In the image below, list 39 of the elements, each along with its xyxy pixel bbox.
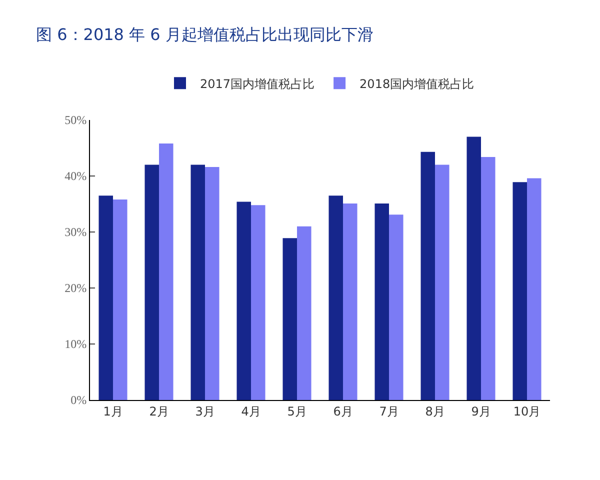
x-tick-label: 1月	[103, 404, 123, 418]
bar	[251, 205, 266, 400]
x-tick-label: 5月	[287, 404, 307, 418]
bar	[343, 203, 358, 400]
x-tick-label: 3月	[195, 404, 215, 418]
x-tick-label: 4月	[241, 404, 261, 418]
y-tick-label: 40%	[64, 169, 87, 184]
x-tick-label: 8月	[425, 404, 445, 418]
bar	[481, 156, 496, 400]
chart-title: 图 6：2018 年 6 月起增值税占比出现同比下滑	[36, 25, 374, 44]
bar	[205, 167, 220, 400]
bar	[389, 214, 404, 400]
bar	[466, 136, 481, 400]
bar	[98, 196, 113, 400]
x-tick-label: 2月	[149, 404, 169, 418]
x-tick-label: 9月	[471, 404, 491, 418]
x-tick-label: 6月	[333, 404, 353, 418]
x-tick-label: 7月	[379, 404, 399, 418]
y-tick-label: 10%	[64, 337, 87, 352]
bar	[512, 182, 527, 400]
bar	[527, 178, 542, 400]
bar	[113, 200, 128, 400]
y-tick-label: 20%	[64, 281, 87, 296]
bar	[297, 226, 312, 400]
bar	[236, 202, 251, 400]
y-tick-label: 50%	[64, 113, 87, 128]
bar	[435, 164, 450, 400]
bar	[282, 238, 297, 400]
bar	[190, 164, 205, 400]
y-tick-label: 30%	[64, 225, 87, 240]
bar	[328, 196, 343, 400]
bar	[374, 203, 389, 400]
bar	[144, 164, 159, 400]
y-tick-label: 0%	[70, 393, 87, 408]
bar	[159, 144, 174, 400]
bar	[420, 152, 435, 400]
legend-label: 2018国内增值税占比	[360, 76, 474, 91]
x-tick-label: 10月	[513, 404, 541, 418]
legend-label: 2017国内增值税占比	[200, 76, 315, 91]
